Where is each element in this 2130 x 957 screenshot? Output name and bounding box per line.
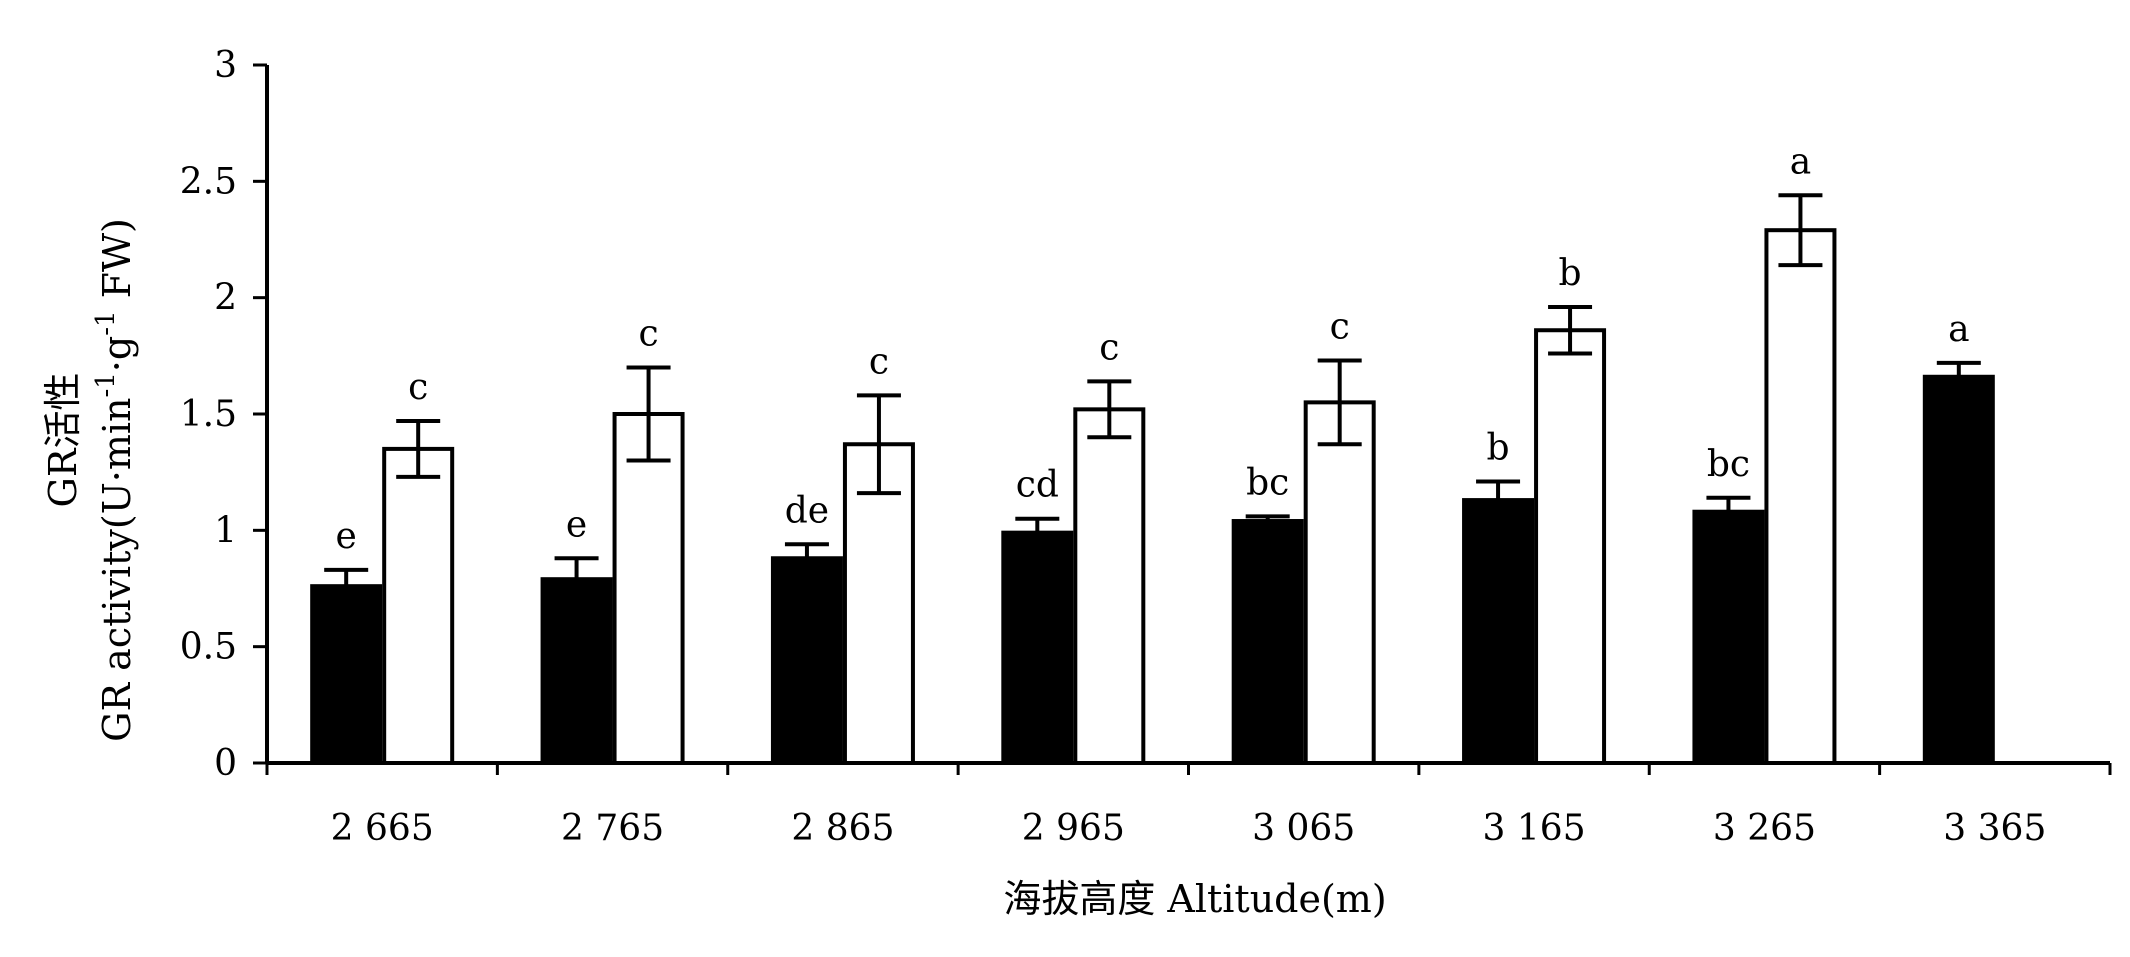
sig-label-s1-2: de bbox=[785, 490, 829, 531]
bar-s1-4 bbox=[1231, 519, 1304, 765]
y-axis-title-sup1: -1 bbox=[91, 372, 121, 397]
x-tick-label-2: 2 865 bbox=[791, 808, 894, 849]
sig-label-s2-5: b bbox=[1559, 253, 1582, 294]
bar-s1-0 bbox=[310, 584, 383, 765]
x-tick-label-7: 3 365 bbox=[1943, 808, 2046, 849]
bar-s2-0 bbox=[382, 446, 455, 765]
bar-s1-6 bbox=[1692, 509, 1765, 765]
y-axis-title-sup2: -1 bbox=[91, 310, 121, 335]
sig-label-s1-4: bc bbox=[1246, 462, 1289, 503]
x-tick-label-6: 3 265 bbox=[1713, 808, 1816, 849]
x-tick-label-3: 2 965 bbox=[1022, 808, 1125, 849]
y-tick-label-1: 0.5 bbox=[180, 627, 237, 668]
y-axis-title-en-main: GR activity(U·min bbox=[95, 398, 139, 742]
y-tick-label-4: 2 bbox=[214, 278, 237, 319]
x-tick-label-5: 3 165 bbox=[1483, 808, 1586, 849]
x-tick-label-1: 2 765 bbox=[561, 808, 664, 849]
sig-label-s2-2: c bbox=[869, 341, 889, 382]
y-tick-label-0: 0 bbox=[214, 743, 237, 784]
bar-s1-1 bbox=[540, 577, 613, 766]
y-axis-title-cn: GR活性 bbox=[41, 373, 85, 508]
bar-s2-5 bbox=[1534, 328, 1607, 765]
sig-label-s2-0: c bbox=[408, 367, 428, 408]
x-axis-title: 海拔高度 Altitude(m) bbox=[1003, 877, 1386, 921]
sig-label-s2-6: a bbox=[1790, 141, 1811, 182]
bar-s2-4 bbox=[1303, 400, 1376, 765]
axes: 0 0.5 1 1.5 2 2.5 3 2 665 2 765 2 865 2 965 3 065 3 … bbox=[180, 45, 2112, 849]
sig-label-s1-3: cd bbox=[1016, 465, 1059, 506]
sig-label-s2-1: c bbox=[638, 313, 658, 354]
sig-label-s1-5: b bbox=[1487, 427, 1510, 468]
y-tick-label-5: 2.5 bbox=[180, 161, 237, 202]
bar-s2-1 bbox=[612, 412, 685, 765]
sig-label-s1-7: a bbox=[1948, 309, 1969, 350]
x-tick-label-0: 2 665 bbox=[331, 808, 434, 849]
y-axis-title: GR活性 GR activity(U·min-1·g-1 FW) bbox=[41, 218, 139, 742]
bar-s2-2 bbox=[842, 442, 915, 765]
bar-s1-7 bbox=[1922, 374, 1995, 765]
plot-marks: e e de cd bc b bc a c c c c c b a bbox=[310, 141, 1995, 766]
bar-s1-3 bbox=[1001, 530, 1074, 765]
y-tick-label-2: 1 bbox=[214, 510, 237, 551]
y-tick-label-6: 3 bbox=[214, 45, 237, 86]
sig-label-s2-3: c bbox=[1099, 327, 1119, 368]
y-axis-title-mid: ·g bbox=[95, 336, 139, 372]
y-tick-label-3: 1.5 bbox=[180, 394, 237, 435]
sig-label-s1-1: e bbox=[566, 504, 587, 545]
y-axis-title-tail: FW) bbox=[95, 218, 139, 310]
y-axis-title-en: GR activity(U·min-1·g-1 FW) bbox=[91, 218, 139, 742]
bar-s2-3 bbox=[1073, 407, 1146, 765]
sig-label-s1-6: bc bbox=[1707, 444, 1750, 485]
bar-s2-6 bbox=[1764, 228, 1837, 765]
bar-s1-5 bbox=[1462, 498, 1535, 765]
x-tick-label-4: 3 065 bbox=[1252, 808, 1355, 849]
sig-label-s1-0: e bbox=[336, 516, 357, 557]
bar-s1-2 bbox=[770, 556, 843, 766]
sig-label-s2-4: c bbox=[1330, 306, 1350, 347]
